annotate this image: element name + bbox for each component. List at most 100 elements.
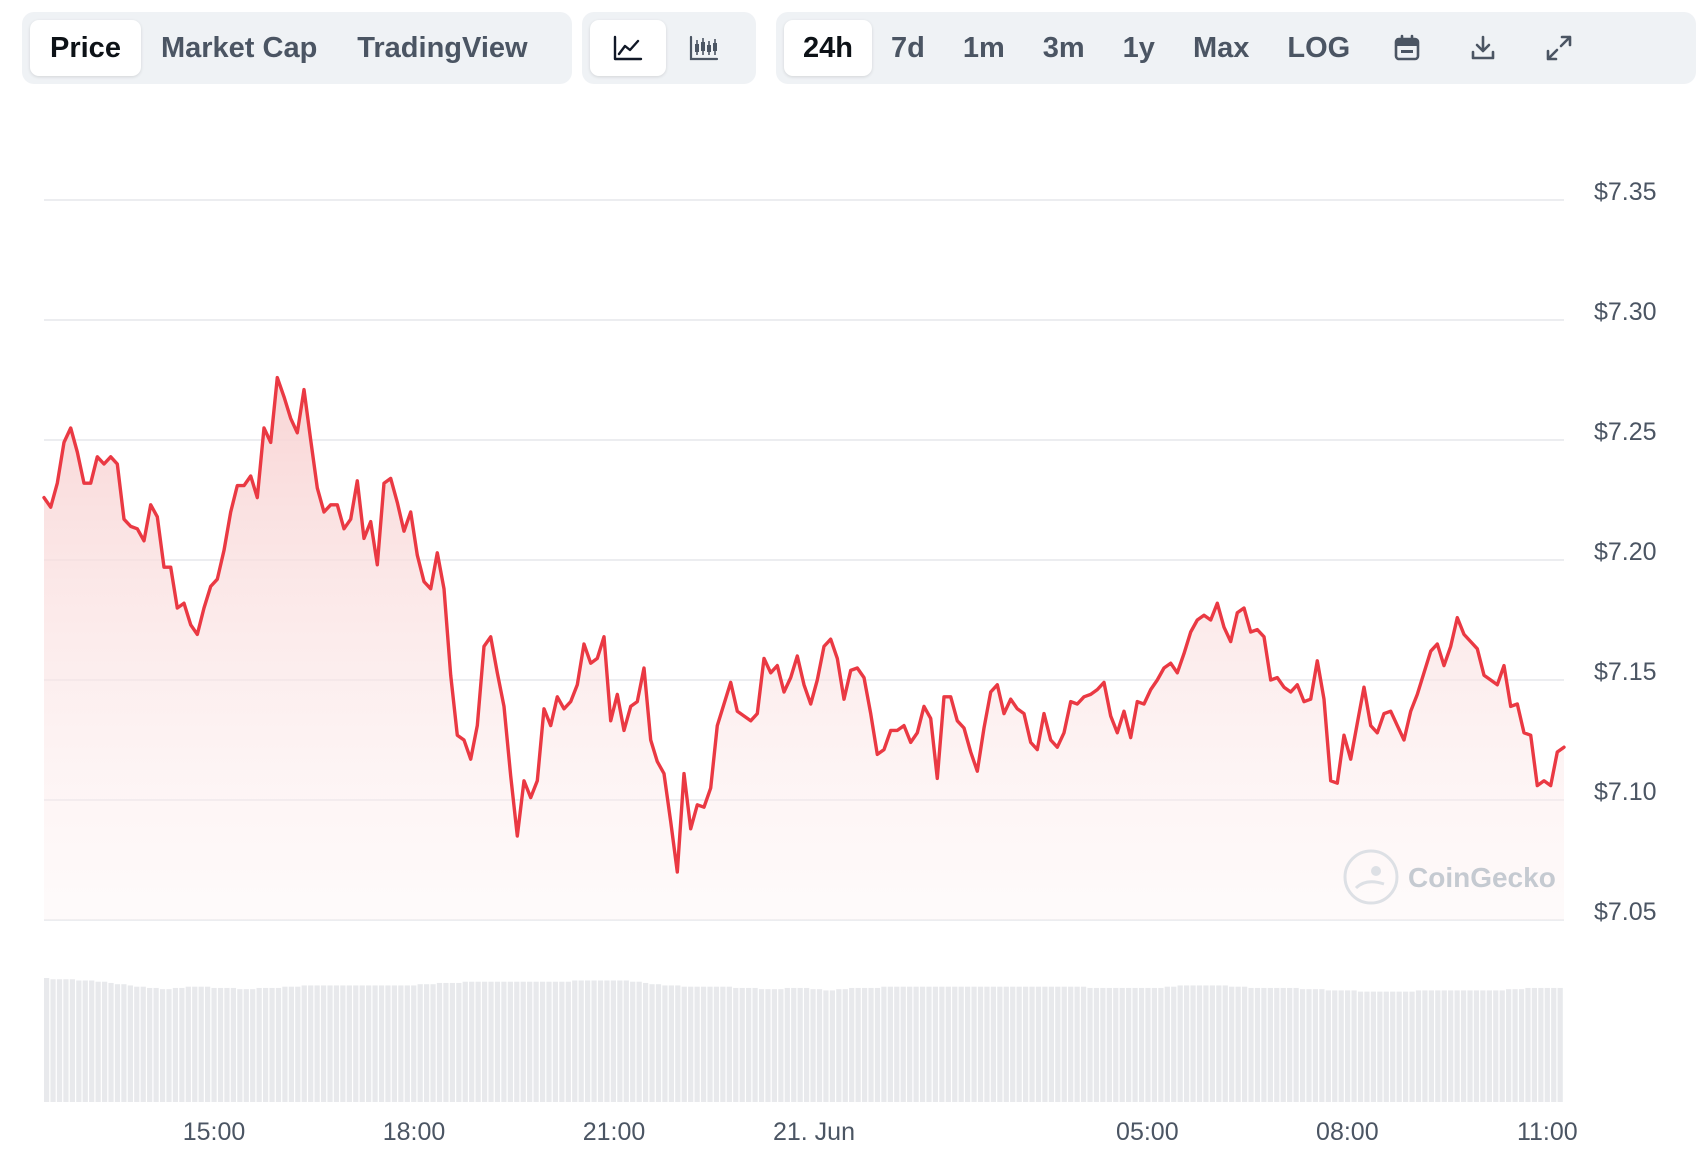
volume-bar <box>1396 991 1402 1102</box>
volume-bars <box>44 978 1563 1102</box>
volume-bar <box>1370 991 1377 1102</box>
x-tick-label: 18:00 <box>383 1118 446 1146</box>
volume-bar <box>166 989 172 1102</box>
volume-bar <box>1319 989 1325 1102</box>
volume-bar <box>1061 986 1067 1102</box>
volume-bar <box>1055 986 1061 1102</box>
log-scale-button[interactable]: LOG <box>1287 31 1351 64</box>
volume-bar <box>1235 986 1241 1102</box>
candlestick-chart-icon <box>689 35 719 61</box>
volume-bar <box>56 979 63 1102</box>
range-1y[interactable]: 1y <box>1122 31 1155 64</box>
y-tick-label: $7.05 <box>1594 898 1657 926</box>
volume-bar <box>559 981 565 1102</box>
volume-bar <box>1222 985 1228 1102</box>
volume-bar <box>552 981 559 1102</box>
volume-bar <box>527 981 533 1102</box>
volume-bar <box>250 989 256 1102</box>
volume-bar <box>849 987 855 1102</box>
range-3m[interactable]: 3m <box>1042 31 1085 64</box>
volume-bar <box>971 986 977 1102</box>
volume-bar <box>185 986 191 1102</box>
volume-bar <box>939 986 945 1102</box>
y-tick-label: $7.20 <box>1594 538 1657 566</box>
volume-bar <box>784 987 790 1102</box>
volume-bar <box>758 989 765 1102</box>
volume-bar <box>1518 989 1525 1102</box>
volume-bar <box>1486 990 1492 1102</box>
fullscreen-button[interactable] <box>1521 20 1597 76</box>
volume-bar <box>385 985 391 1102</box>
volume-bar <box>655 984 662 1102</box>
volume-bar <box>159 989 166 1102</box>
tab-price[interactable]: Price <box>30 20 141 76</box>
volume-bar <box>1428 990 1434 1102</box>
volume-bar <box>443 982 449 1102</box>
volume-bar <box>932 986 939 1102</box>
download-button[interactable] <box>1445 20 1521 76</box>
volume-bar <box>320 985 327 1102</box>
volume-bar <box>1544 987 1550 1102</box>
volume-bar <box>514 981 520 1102</box>
volume-bar <box>675 985 681 1102</box>
volume-bar <box>926 986 932 1102</box>
volume-bar <box>1132 987 1138 1102</box>
volume-bar <box>816 989 823 1102</box>
tab-tradingview[interactable]: TradingView <box>357 31 528 64</box>
y-tick-label: $7.15 <box>1594 658 1657 686</box>
volume-bar <box>1383 991 1389 1102</box>
volume-bar <box>314 985 320 1102</box>
volume-bar <box>301 985 307 1102</box>
volume-bar <box>1435 990 1441 1102</box>
volume-bar <box>1216 985 1222 1102</box>
volume-bar <box>1184 985 1190 1102</box>
volume-bar <box>404 985 410 1102</box>
volume-bar <box>1531 987 1538 1102</box>
line-chart-button[interactable] <box>590 20 666 76</box>
volume-bar <box>688 986 694 1102</box>
volume-bar <box>1274 987 1280 1102</box>
volume-bar <box>720 986 726 1102</box>
volume-bar <box>726 986 732 1102</box>
volume-bar <box>430 984 436 1102</box>
volume-bar <box>1126 987 1132 1102</box>
candlestick-chart-button[interactable] <box>666 20 742 76</box>
volume-bar <box>205 986 211 1102</box>
volume-bar <box>198 986 204 1102</box>
volume-bar <box>642 982 649 1102</box>
volume-bar <box>1390 991 1396 1102</box>
volume-bar <box>861 987 868 1102</box>
volume-bar <box>746 987 752 1102</box>
range-max[interactable]: Max <box>1192 31 1250 64</box>
volume-bar <box>636 981 642 1102</box>
volume-bar <box>1402 991 1409 1102</box>
volume-bar <box>114 984 121 1102</box>
volume-bar <box>353 985 359 1102</box>
volume-bar <box>1035 986 1042 1102</box>
volume-bar <box>192 986 198 1102</box>
volume-bar <box>1460 990 1467 1102</box>
volume-bar <box>984 986 990 1102</box>
volume-bar <box>1293 987 1299 1102</box>
volume-bar <box>572 980 578 1102</box>
expand-icon <box>1546 35 1572 61</box>
x-tick-label: 05:00 <box>1116 1118 1179 1146</box>
volume-bar <box>153 987 159 1102</box>
volume-bar <box>1042 986 1048 1102</box>
volume-bar <box>733 987 739 1102</box>
tab-market-cap[interactable]: Market Cap <box>160 31 318 64</box>
range-24h[interactable]: 24h <box>784 20 872 76</box>
volume-bar <box>1177 985 1183 1102</box>
volume-bar <box>997 986 1003 1102</box>
volume-bar <box>1332 990 1338 1102</box>
volume-bar <box>630 981 636 1102</box>
volume-bar <box>539 981 546 1102</box>
range-7d[interactable]: 7d <box>890 31 925 64</box>
line-chart-icon <box>613 35 643 61</box>
calendar-button[interactable] <box>1369 20 1445 76</box>
price-chart[interactable]: $7.35 $7.30 $7.25 $7.20 $7.15 $7.10 $7.05 15:0… <box>0 110 1696 1168</box>
volume-bar <box>1203 985 1209 1102</box>
volume-bar <box>1106 987 1112 1102</box>
volume-bar <box>488 981 494 1102</box>
range-1m[interactable]: 1m <box>962 31 1005 64</box>
